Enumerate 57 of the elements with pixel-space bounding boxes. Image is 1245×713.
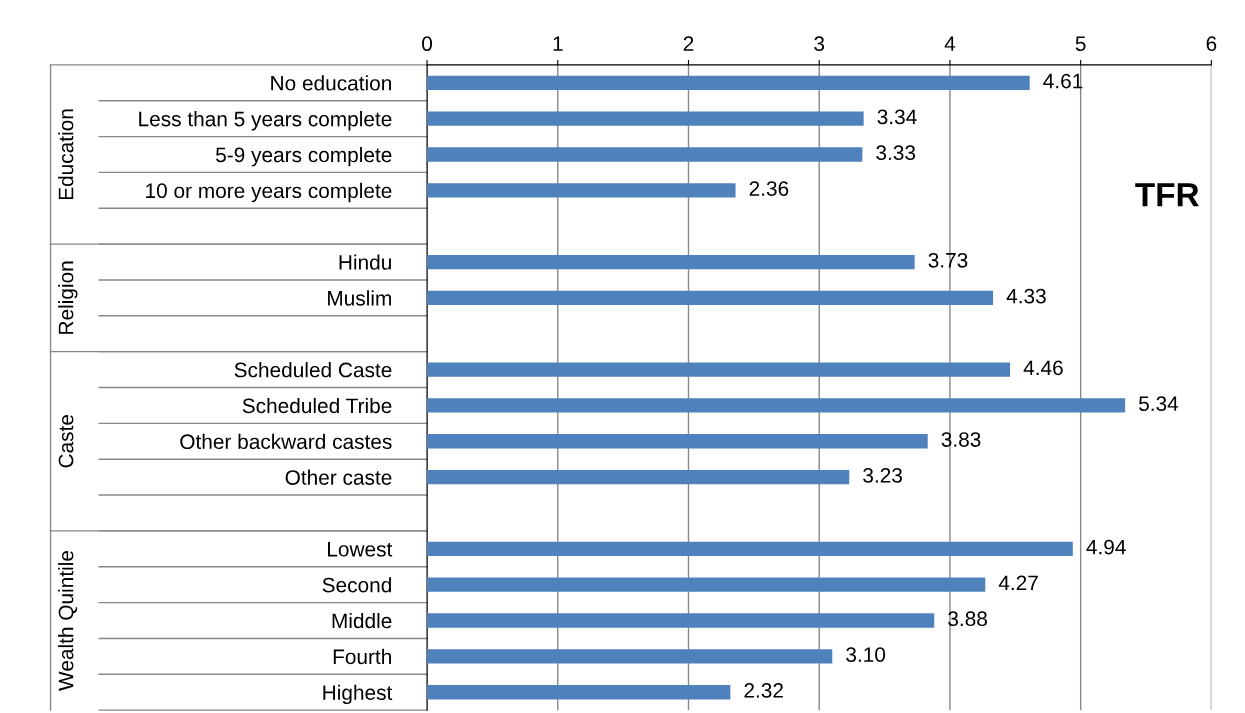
bar [427, 685, 731, 700]
x-tick-label: 3 [814, 36, 825, 52]
y-tick-label: Lowest [328, 542, 393, 557]
bar [427, 469, 850, 485]
x-tick-label: 4 [944, 36, 956, 51]
y-tick-label: Highest [323, 684, 393, 705]
y-tick-label: Middle [332, 612, 392, 629]
bar [427, 541, 1073, 556]
data-label: 3.83 [941, 432, 981, 447]
bar [427, 649, 833, 664]
data-label: 3.73 [928, 252, 968, 268]
y-tick-label: Fourth [333, 648, 391, 665]
data-label: 4.61 [1043, 73, 1083, 89]
y-tick-label: No education [271, 75, 391, 91]
x-tick-label: 6 [1206, 36, 1217, 52]
data-label: 3.33 [876, 145, 916, 161]
y-tick-label: Hindu [339, 254, 391, 270]
bar [427, 434, 928, 449]
data-label: 3.34 [877, 109, 917, 125]
y-tick-label: Scheduled Caste [234, 362, 392, 378]
x-tick-label: 1 [553, 36, 563, 51]
y-tick-label: Other backward castes [180, 433, 392, 450]
y-tick-label: Other caste [285, 469, 392, 485]
y-tick-label: Less than 5 years complete [139, 111, 392, 131]
text: Education [58, 109, 74, 200]
bar [427, 254, 915, 270]
data-label: 4.46 [1023, 360, 1063, 376]
data-label: 2.36 [749, 181, 789, 196]
data-label: 2.32 [744, 683, 783, 698]
bar [427, 613, 935, 628]
data-label: 3.10 [846, 647, 886, 662]
bar [427, 147, 863, 162]
y-tick-label: Second [322, 577, 391, 593]
text: Caste [58, 415, 74, 468]
y-tick-label: Muslim [328, 290, 391, 306]
bar [427, 398, 1126, 413]
text: Wealth Quintile [58, 551, 78, 691]
data-label: 3.23 [863, 467, 902, 483]
text: Religion [58, 261, 78, 334]
x-tick-label: 0 [422, 36, 433, 52]
x-tick-label: 2 [683, 36, 694, 51]
bar [427, 111, 864, 126]
data-label: 4.27 [998, 575, 1038, 591]
bar [427, 577, 986, 592]
data-label: 4.33 [1006, 288, 1046, 304]
bar [427, 75, 1030, 90]
x-tick-label: 5 [1075, 36, 1086, 52]
y-tick-label: 5-9 years complete [215, 146, 392, 167]
bar [427, 362, 1011, 377]
data-label: 4.94 [1086, 539, 1126, 555]
y-tick-label: Scheduled Tribe [242, 397, 392, 414]
data-label: 5.34 [1139, 396, 1179, 412]
data-label: 3.88 [948, 611, 987, 627]
bar [427, 183, 736, 198]
bar [427, 290, 994, 306]
y-tick-label: 10 or more years complete [146, 182, 392, 203]
annotation: TFR [1135, 183, 1199, 207]
